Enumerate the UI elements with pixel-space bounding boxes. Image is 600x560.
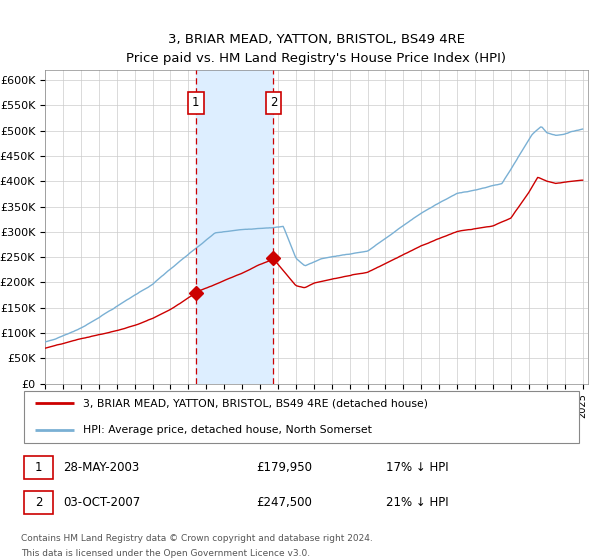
Bar	[196, 70, 274, 384]
Text: This data is licensed under the Open Government Licence v3.0.: This data is licensed under the Open Gov…	[21, 549, 310, 558]
Text: 21% ↓ HPI: 21% ↓ HPI	[386, 496, 448, 508]
FancyBboxPatch shape	[24, 491, 53, 514]
Text: 1: 1	[192, 96, 199, 109]
Text: Contains HM Land Registry data © Crown copyright and database right 2024.: Contains HM Land Registry data © Crown c…	[21, 534, 373, 543]
Text: 1: 1	[35, 461, 42, 474]
FancyBboxPatch shape	[24, 456, 53, 479]
Text: 28-MAY-2003: 28-MAY-2003	[63, 461, 139, 474]
Text: 2: 2	[35, 496, 42, 508]
Title: 3, BRIAR MEAD, YATTON, BRISTOL, BS49 4RE
Price paid vs. HM Land Registry's House: 3, BRIAR MEAD, YATTON, BRISTOL, BS49 4RE…	[127, 32, 506, 64]
Text: HPI: Average price, detached house, North Somerset: HPI: Average price, detached house, Nort…	[83, 424, 371, 435]
Text: £179,950: £179,950	[257, 461, 313, 474]
Text: 17% ↓ HPI: 17% ↓ HPI	[386, 461, 448, 474]
Text: £247,500: £247,500	[257, 496, 313, 508]
Text: 03-OCT-2007: 03-OCT-2007	[63, 496, 140, 508]
Text: 2: 2	[270, 96, 277, 109]
Text: 3, BRIAR MEAD, YATTON, BRISTOL, BS49 4RE (detached house): 3, BRIAR MEAD, YATTON, BRISTOL, BS49 4RE…	[83, 398, 428, 408]
FancyBboxPatch shape	[24, 391, 579, 443]
